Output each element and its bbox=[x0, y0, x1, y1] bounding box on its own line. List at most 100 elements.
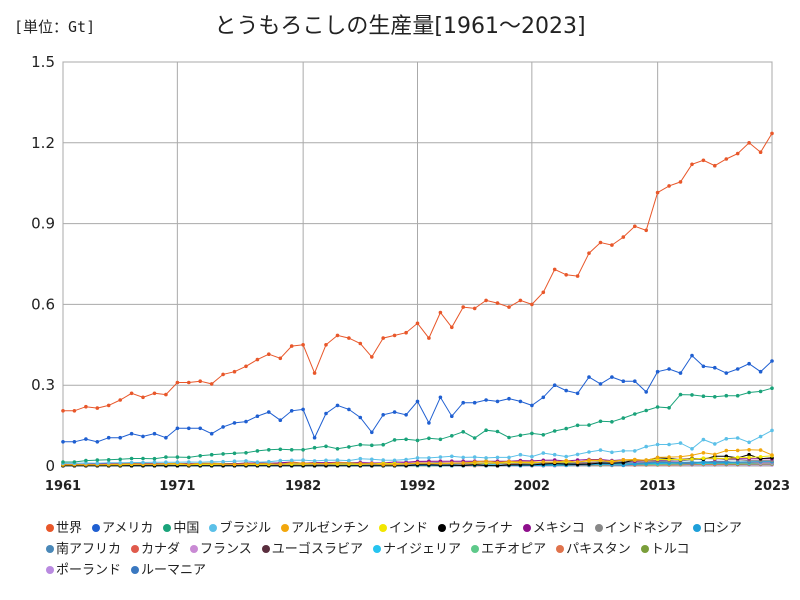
data-point bbox=[164, 435, 168, 440]
legend-item: ウクライナ bbox=[438, 518, 513, 539]
data-point bbox=[724, 157, 729, 161]
data-point bbox=[724, 371, 729, 375]
data-point bbox=[106, 403, 111, 408]
data-point bbox=[701, 456, 706, 461]
data-point bbox=[415, 321, 420, 326]
legend-label: 南アフリカ bbox=[56, 542, 122, 557]
data-point bbox=[747, 390, 751, 395]
data-point bbox=[713, 365, 717, 370]
unit-label: [単位：Gt] bbox=[14, 18, 96, 36]
data-point bbox=[141, 460, 145, 465]
legend-label: ブラジル bbox=[219, 521, 272, 536]
data-point bbox=[564, 273, 568, 277]
data-point bbox=[267, 352, 271, 357]
data-point bbox=[701, 437, 706, 442]
data-point bbox=[644, 228, 648, 233]
data-point bbox=[552, 452, 557, 457]
data-point bbox=[255, 357, 260, 362]
data-point bbox=[701, 364, 706, 369]
data-point bbox=[484, 456, 488, 460]
data-point bbox=[472, 455, 477, 459]
data-point bbox=[507, 455, 511, 460]
legend-marker bbox=[692, 524, 701, 532]
data-point bbox=[541, 290, 546, 295]
legend-item: 世界 bbox=[46, 518, 82, 539]
data-point bbox=[438, 310, 443, 315]
legend-label: インドネシア bbox=[604, 521, 683, 536]
data-point bbox=[221, 425, 225, 429]
legend-item: アメリカ bbox=[92, 518, 153, 539]
data-point bbox=[312, 435, 317, 440]
data-point bbox=[530, 460, 534, 464]
data-point bbox=[232, 459, 237, 464]
data-point bbox=[461, 430, 466, 434]
series-layer bbox=[61, 131, 774, 468]
data-point bbox=[221, 452, 225, 456]
data-point bbox=[587, 450, 591, 454]
data-point bbox=[575, 460, 580, 465]
data-point bbox=[472, 436, 477, 440]
legend-item: トルコ bbox=[640, 539, 689, 560]
data-point bbox=[164, 455, 168, 459]
data-point bbox=[187, 426, 191, 431]
data-point bbox=[404, 330, 408, 335]
legend-marker bbox=[131, 545, 140, 553]
data-point bbox=[244, 419, 248, 424]
data-point bbox=[289, 448, 294, 452]
data-point bbox=[758, 434, 763, 439]
legend-item: ポーランド bbox=[46, 560, 121, 581]
legend-marker bbox=[281, 524, 290, 532]
y-tick-label: 1.2 bbox=[31, 134, 55, 152]
data-point bbox=[129, 391, 134, 396]
data-point bbox=[598, 458, 603, 462]
data-point bbox=[575, 452, 580, 457]
legend-label: カナダ bbox=[141, 542, 181, 557]
data-point bbox=[106, 458, 111, 462]
data-point bbox=[507, 305, 511, 309]
legend-item: 中国 bbox=[163, 518, 199, 539]
data-point bbox=[175, 455, 180, 459]
data-point bbox=[358, 442, 363, 447]
data-point bbox=[678, 441, 683, 445]
data-point bbox=[633, 224, 637, 229]
data-point bbox=[541, 451, 546, 455]
data-point bbox=[564, 454, 568, 459]
data-point bbox=[735, 455, 740, 460]
data-point bbox=[61, 409, 65, 413]
data-point bbox=[621, 235, 626, 239]
data-point bbox=[690, 457, 694, 461]
legend-label: パキスタン bbox=[566, 542, 631, 557]
data-point bbox=[198, 454, 202, 458]
data-point bbox=[621, 458, 626, 462]
data-point bbox=[404, 457, 408, 462]
legend-item: ユーゴスラビア bbox=[261, 539, 363, 560]
data-point bbox=[770, 131, 774, 136]
data-point bbox=[518, 298, 523, 303]
data-point bbox=[701, 394, 706, 399]
data-point bbox=[415, 438, 420, 443]
legend-marker bbox=[163, 524, 172, 532]
data-point bbox=[164, 460, 168, 465]
data-point bbox=[198, 426, 202, 431]
chart-title: とうもろこしの生産量[1961～2023] bbox=[214, 14, 586, 39]
data-point bbox=[610, 420, 614, 424]
legend-label: ロシア bbox=[702, 521, 742, 536]
data-point bbox=[747, 361, 751, 366]
legend-item: ブラジル bbox=[209, 518, 271, 539]
data-point bbox=[84, 458, 88, 463]
data-point bbox=[61, 440, 65, 444]
data-point bbox=[232, 421, 237, 425]
data-point bbox=[633, 449, 637, 453]
data-point bbox=[381, 413, 386, 417]
data-point bbox=[72, 460, 77, 464]
data-point bbox=[95, 461, 100, 466]
data-point bbox=[621, 379, 626, 384]
data-point bbox=[198, 460, 202, 465]
data-point bbox=[667, 406, 671, 410]
data-point bbox=[495, 399, 500, 404]
legend-item: インドネシア bbox=[594, 518, 683, 539]
data-point bbox=[758, 150, 763, 154]
data-point bbox=[209, 382, 214, 386]
data-point bbox=[461, 455, 466, 460]
data-point bbox=[335, 461, 340, 465]
